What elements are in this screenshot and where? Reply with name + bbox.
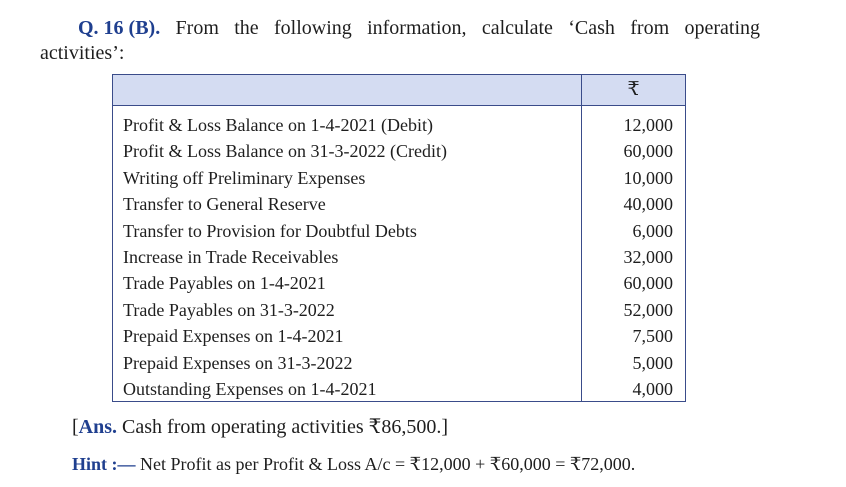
row-amount: 12,000 <box>623 115 674 135</box>
table-header: ₹ <box>113 75 685 106</box>
row-label: Writing off Preliminary Expenses <box>123 167 366 188</box>
question-word: following <box>273 17 352 39</box>
row-label: Profit & Loss Balance on 31-3-2022 (Cred… <box>123 141 447 162</box>
information-table: ₹ Profit & Loss Balance on 1-4-2021 (Deb… <box>112 74 686 402</box>
row-amount: 40,000 <box>623 194 674 215</box>
row-label: Prepaid Expenses on 1-4-2021 <box>123 326 344 347</box>
question-line-1: Q. 16 (B). From the following informatio… <box>40 16 760 41</box>
header-currency-cell: ₹ <box>627 79 640 100</box>
row-amount: 5,000 <box>632 352 674 373</box>
question-word: From <box>175 17 219 39</box>
answer-text: Cash from operating activities ₹86,500.] <box>117 416 449 438</box>
row-amount: 4,000 <box>632 378 674 399</box>
hint: Hint :— Net Profit as per Profit & Loss … <box>72 452 635 476</box>
header-description-cell <box>113 75 582 105</box>
question: Q. 16 (B). From the following informatio… <box>40 16 760 66</box>
row-label: Prepaid Expenses on 31-3-2022 <box>123 352 353 373</box>
row-amount: 6,000 <box>632 220 674 241</box>
row-amount: 32,000 <box>623 246 674 267</box>
table-body: Profit & Loss Balance on 1-4-2021 (Debit… <box>113 106 685 402</box>
question-line-2: activities’: <box>40 42 125 64</box>
question-word: the <box>234 17 259 39</box>
answer: [Ans. Cash from operating activities ₹86… <box>72 414 448 440</box>
row-amount: 10,000 <box>623 167 674 188</box>
row-label: Transfer to Provision for Doubtful Debts <box>123 220 417 241</box>
row-amount: 60,000 <box>623 141 674 162</box>
question-word: operating <box>684 17 760 39</box>
row-label: Increase in Trade Receivables <box>123 246 339 267</box>
question-word: information, <box>367 17 467 39</box>
question-number: Q. 16 (B). <box>78 17 161 39</box>
hint-text: Net Profit as per Profit & Loss A/c = ₹1… <box>135 454 636 474</box>
row-label: Trade Payables on 31-3-2022 <box>123 299 335 320</box>
description-column: Profit & Loss Balance on 1-4-2021 (Debit… <box>113 106 582 402</box>
row-label: Outstanding Expenses on 1-4-2021 <box>123 378 377 399</box>
row-label: Transfer to General Reserve <box>123 194 326 215</box>
amount-column: 12,000 60,000 10,000 40,000 6,000 32,000… <box>582 106 685 402</box>
answer-open-bracket: [ <box>72 416 79 438</box>
hint-label: Hint :— <box>72 454 136 474</box>
row-label: Profit & Loss Balance on 1-4-2021 (Debit… <box>123 115 433 135</box>
row-amount: 52,000 <box>623 299 674 320</box>
row-amount: 7,500 <box>632 326 674 347</box>
answer-label: Ans. <box>78 416 118 438</box>
question-word: from <box>630 17 670 39</box>
row-label: Trade Payables on 1-4-2021 <box>123 273 326 294</box>
row-amount: 60,000 <box>623 273 674 294</box>
question-word: ‘Cash <box>568 17 615 39</box>
question-word: calculate <box>481 17 553 39</box>
